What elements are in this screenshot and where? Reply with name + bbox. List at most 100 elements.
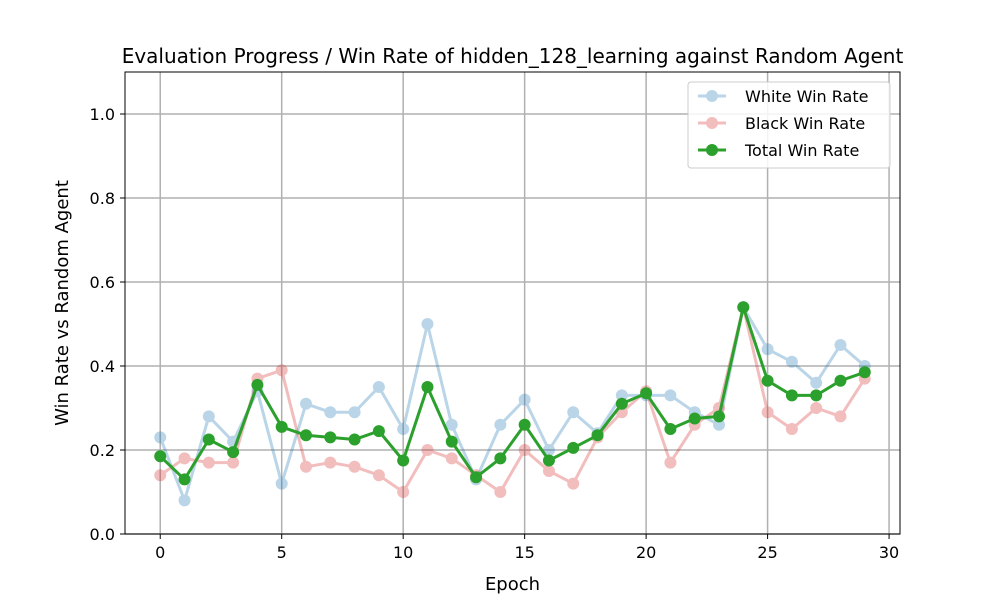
y-tick-label: 0.8	[90, 189, 115, 208]
data-point	[518, 393, 531, 406]
data-point	[494, 452, 507, 465]
data-point	[810, 376, 823, 389]
data-point	[761, 406, 774, 419]
data-point	[397, 454, 410, 467]
chart-title: Evaluation Progress / Win Rate of hidden…	[122, 44, 904, 68]
x-tick-label: 10	[393, 543, 413, 562]
data-point	[688, 412, 701, 425]
data-point	[834, 374, 847, 387]
data-point	[299, 429, 312, 442]
data-point	[154, 450, 167, 463]
data-point	[178, 494, 191, 507]
data-point	[324, 431, 337, 444]
legend-marker	[698, 90, 726, 102]
data-point	[785, 423, 798, 435]
data-point	[761, 343, 774, 356]
data-point	[470, 471, 483, 484]
data-point	[518, 444, 531, 456]
x-tick-label: 25	[757, 543, 777, 562]
data-point	[542, 454, 555, 467]
x-tick-label: 5	[277, 543, 287, 562]
data-point	[445, 418, 458, 431]
y-axis-label: Win Rate vs Random Agent	[52, 180, 73, 426]
x-tick-label: 20	[636, 543, 656, 562]
data-point	[421, 444, 434, 456]
data-point	[397, 486, 410, 498]
data-point	[834, 410, 847, 423]
data-point	[227, 456, 240, 469]
data-point	[372, 469, 385, 482]
data-point	[372, 381, 385, 393]
series-line	[159, 305, 867, 494]
data-point	[299, 397, 312, 410]
data-point	[348, 433, 361, 446]
x-tick-label: 0	[155, 543, 165, 562]
data-point	[664, 456, 677, 469]
data-point	[202, 456, 215, 469]
legend-marker	[698, 144, 726, 156]
legend-dot	[706, 90, 718, 102]
series-0	[154, 301, 871, 507]
series-line	[159, 305, 866, 481]
data-point	[324, 406, 337, 419]
data-point	[227, 446, 240, 459]
data-point	[810, 389, 823, 402]
plot-frame	[124, 71, 901, 535]
data-point	[542, 444, 555, 456]
data-point	[567, 477, 580, 490]
data-point	[713, 418, 726, 431]
legend-label: White Win Rate	[745, 87, 868, 106]
data-point	[397, 423, 410, 435]
data-point	[518, 418, 531, 431]
y-tick-label: 0.4	[90, 357, 115, 376]
series-1	[154, 301, 871, 498]
data-point	[664, 389, 677, 402]
data-point	[202, 410, 215, 423]
y-tick-label: 0.0	[90, 525, 115, 544]
data-point	[542, 465, 555, 477]
data-point	[785, 355, 798, 368]
data-point	[421, 381, 434, 393]
legend-marker	[698, 117, 726, 129]
data-point	[372, 425, 385, 438]
data-point	[348, 460, 361, 473]
data-point	[348, 406, 361, 419]
legend-dot	[706, 117, 718, 129]
data-point	[591, 429, 604, 442]
data-point	[713, 410, 726, 423]
data-point	[178, 452, 191, 465]
data-point	[421, 318, 434, 330]
legend-label: Total Win Rate	[744, 141, 859, 160]
legend-dot	[706, 144, 718, 156]
data-point	[834, 339, 847, 351]
series-line	[158, 305, 866, 502]
x-tick-label: 30	[879, 543, 899, 562]
data-point	[494, 418, 507, 431]
data-point	[615, 389, 628, 402]
legend: White Win Rate Black Win Rate Total Win Ra…	[687, 81, 891, 169]
data-point	[324, 456, 337, 469]
y-tick-label: 0.2	[90, 441, 115, 460]
data-point	[640, 387, 653, 400]
data-point	[737, 301, 750, 314]
data-point	[275, 477, 288, 490]
y-tick-label: 1.0	[90, 105, 115, 124]
data-point	[567, 441, 580, 454]
series-2	[154, 301, 871, 486]
data-point	[178, 473, 191, 486]
data-point	[154, 469, 167, 482]
data-point	[445, 452, 458, 465]
data-point	[445, 435, 458, 448]
data-point	[785, 389, 798, 402]
data-point	[251, 378, 264, 391]
data-point	[202, 433, 215, 446]
data-point	[858, 366, 871, 379]
data-point	[299, 460, 312, 473]
data-point	[615, 397, 628, 410]
data-point	[494, 486, 507, 498]
data-point	[275, 364, 288, 377]
legend-box	[687, 81, 891, 169]
data-point	[761, 374, 774, 387]
data-point	[810, 402, 823, 414]
